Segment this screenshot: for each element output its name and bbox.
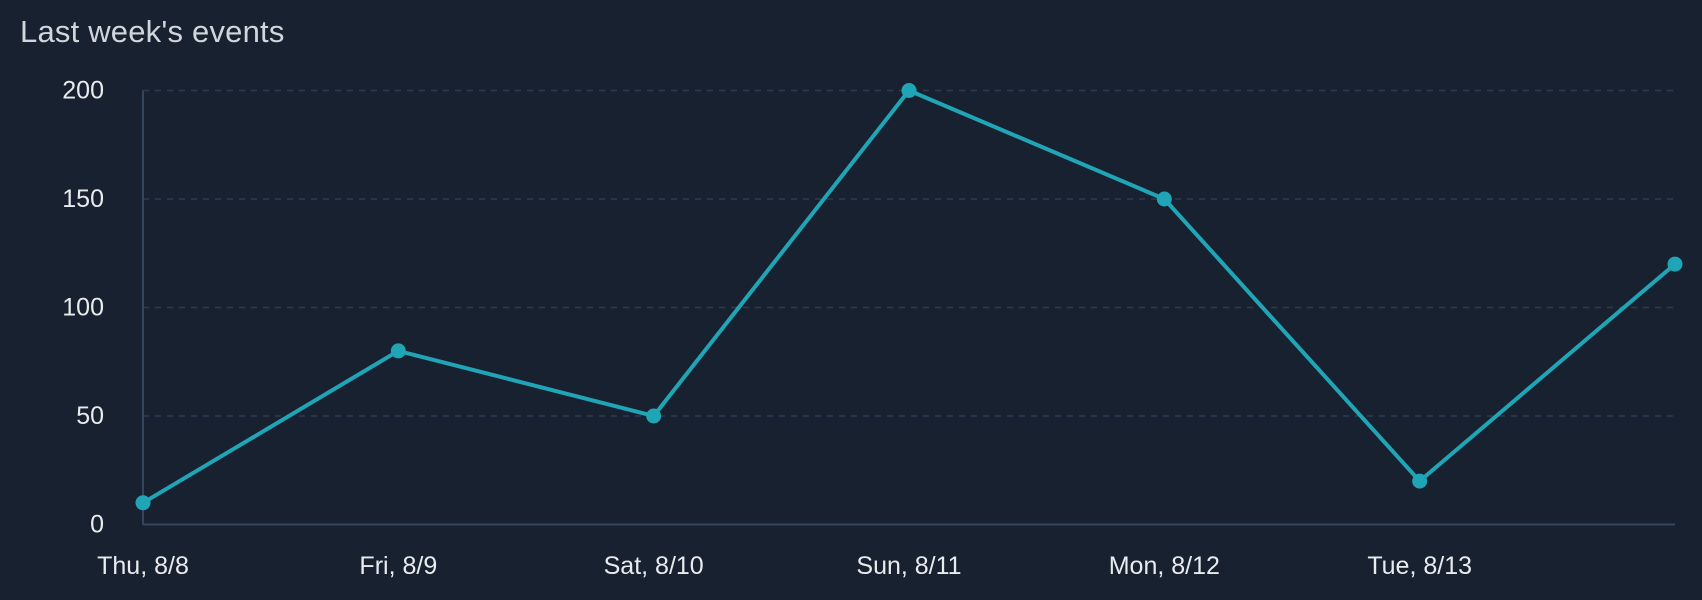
- y-tick-label: 150: [62, 185, 104, 213]
- data-point-3[interactable]: [901, 83, 917, 98]
- data-point-1[interactable]: [390, 343, 406, 359]
- data-point-5[interactable]: [1412, 473, 1428, 489]
- x-tick-label: Fri, 8/9: [359, 552, 437, 580]
- y-tick-label: 50: [76, 402, 104, 430]
- y-tick-label: 200: [62, 77, 104, 105]
- data-point-6[interactable]: [1667, 256, 1683, 272]
- y-tick-label: 0: [90, 511, 104, 539]
- series-line: [141, 88, 1677, 505]
- data-point-2[interactable]: [646, 408, 662, 424]
- x-tick-label: Thu, 8/8: [97, 552, 189, 580]
- chart-title: Last week's events: [20, 14, 285, 49]
- x-tick-label: Sun, 8/11: [856, 552, 961, 580]
- data-point-4[interactable]: [1156, 191, 1172, 207]
- x-tick-label: Mon, 8/12: [1109, 552, 1220, 580]
- y-tick-label: 100: [62, 294, 104, 322]
- x-tick-label: Sat, 8/10: [604, 552, 704, 580]
- data-point-0[interactable]: [135, 495, 151, 511]
- x-tick-label: Tue, 8/13: [1367, 552, 1472, 580]
